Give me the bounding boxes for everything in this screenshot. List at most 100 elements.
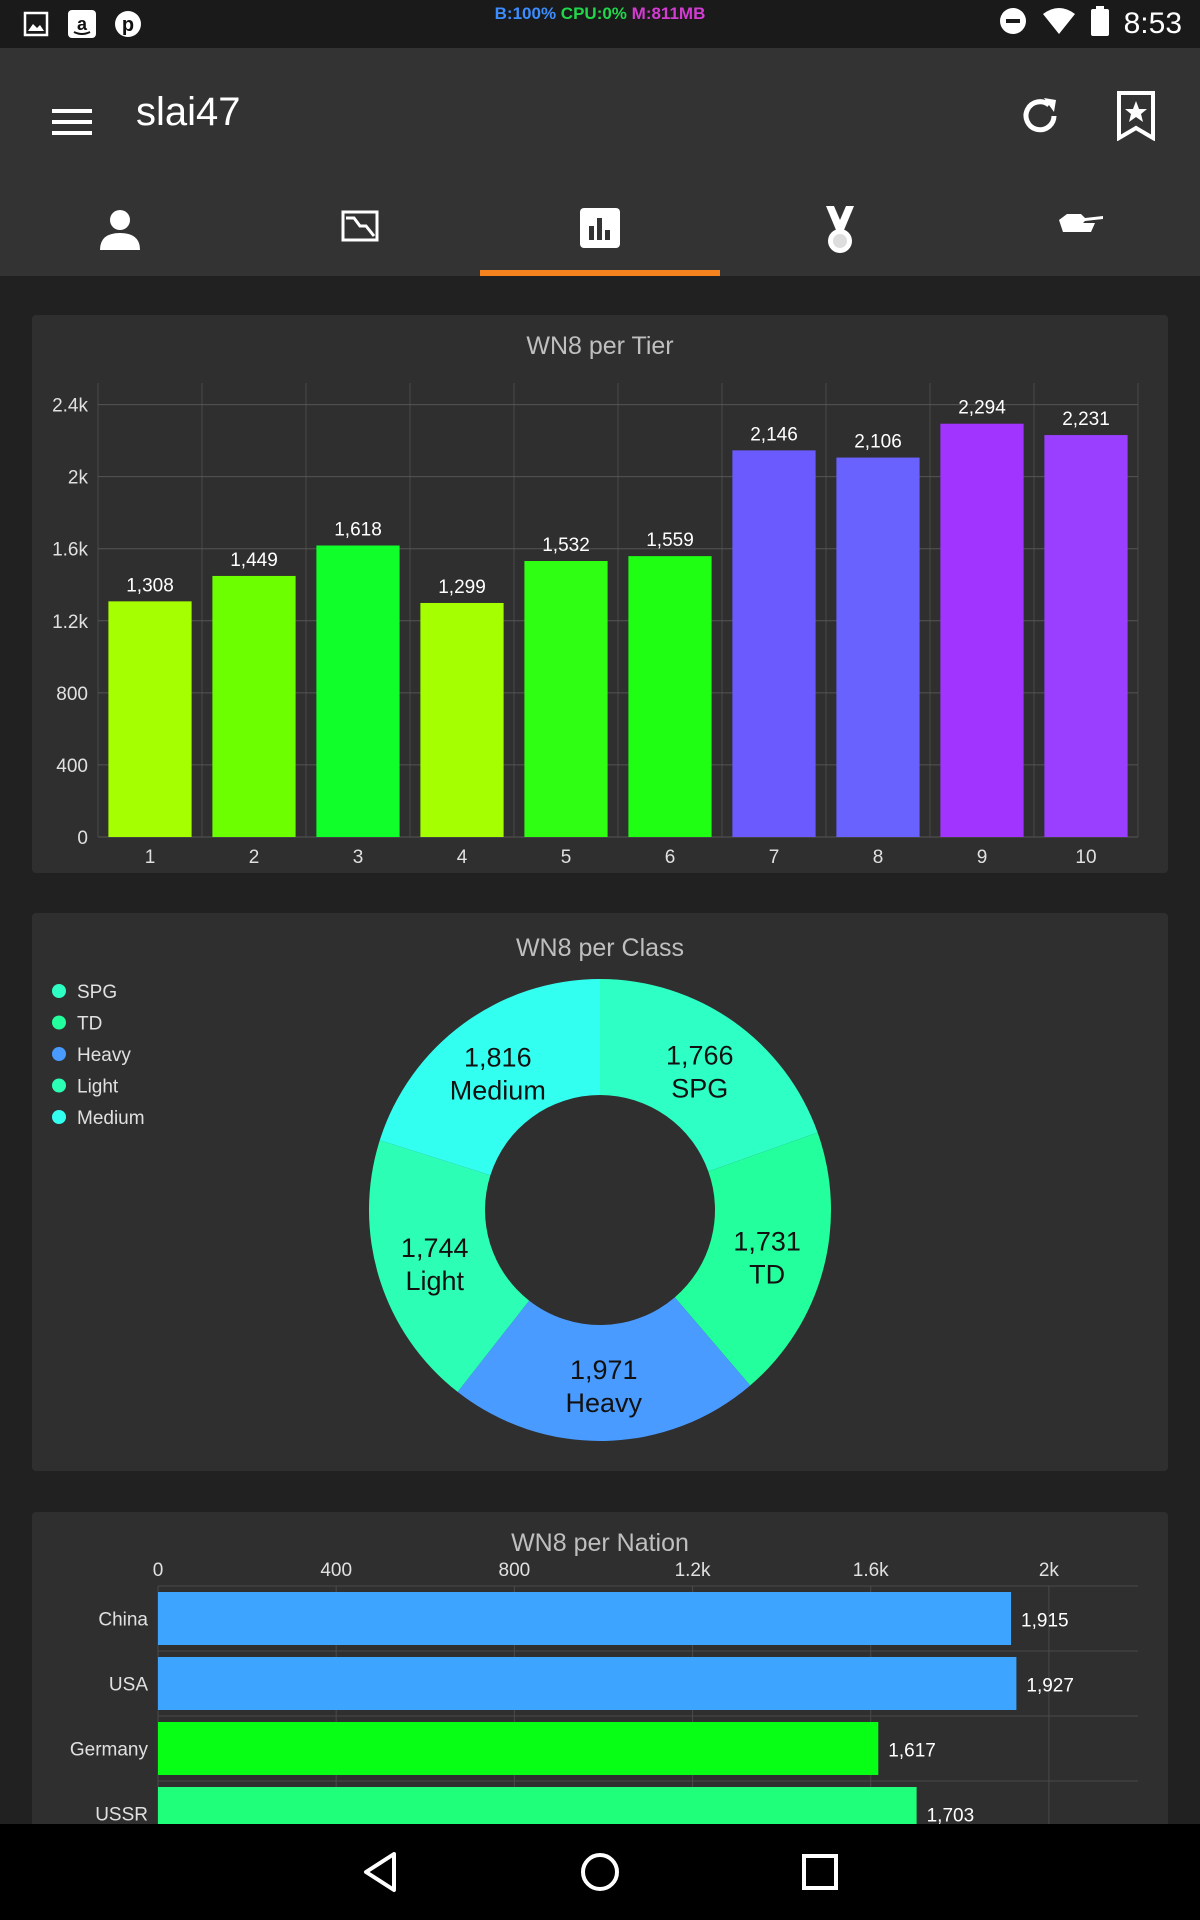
refresh-button[interactable]: [1010, 86, 1070, 146]
y-tick-label: USA: [109, 1675, 148, 1696]
tab-wn8-charts[interactable]: [480, 198, 720, 276]
bar-chart-icon: [580, 208, 620, 248]
profile-icon: [100, 210, 140, 250]
bookmark-button[interactable]: [1106, 86, 1166, 146]
legend-label: Light: [77, 1077, 119, 1098]
app-bar: slai47: [0, 48, 1200, 276]
memory-usage: M:811MB: [631, 4, 706, 23]
bar-tier-1: [108, 601, 192, 837]
bar-tier-10: [1044, 435, 1128, 837]
legend-label: Heavy: [77, 1045, 131, 1066]
x-tick-label: 9: [977, 847, 988, 868]
status-bar: a p B:100% CPU:0% M:811MB 8:53: [0, 0, 1200, 48]
bar-nation-usa: [158, 1657, 1017, 1710]
svg-text:p: p: [122, 14, 134, 36]
bookmark-star-icon: [1117, 91, 1155, 141]
x-tick-label: 400: [320, 1560, 352, 1581]
y-tick-label: USSR: [95, 1805, 148, 1825]
data-label: 1,532: [542, 535, 590, 556]
y-tick-label: 1.2k: [52, 612, 88, 633]
legend-label: SPG: [77, 982, 117, 1003]
wn8-per-class-chart: WN8 per Class SPG TD Heavy Light Medium 1,76…: [52, 934, 831, 1441]
data-label: 2,231: [1062, 409, 1110, 430]
recents-icon: [802, 1854, 838, 1890]
amazon-icon: a: [66, 8, 98, 40]
data-label: 1,308: [126, 575, 174, 596]
slice-td: [674, 1132, 831, 1386]
svg-text:a: a: [77, 14, 88, 34]
data-label: 2,294: [958, 398, 1006, 419]
x-tick-label: 6: [665, 847, 676, 868]
x-tick-label: 1.6k: [853, 1560, 889, 1581]
y-tick-label: 2k: [68, 468, 89, 489]
y-tick-label: 800: [56, 684, 88, 705]
y-tick-label: China: [98, 1610, 148, 1631]
bar-nation-china: [158, 1592, 1012, 1645]
wn8-per-nation-card: WN8 per Nation 0 400 800 1.2k 1.6k 2k China 1,9…: [32, 1512, 1168, 1824]
wn8-per-class-card: WN8 per Class SPG TD Heavy Light Medium 1,76…: [32, 913, 1168, 1471]
slice-name-label: Medium: [450, 1075, 546, 1105]
tab-bar: [0, 198, 1200, 276]
bar-tier-5: [524, 560, 608, 837]
data-label: 1,703: [927, 1806, 975, 1825]
legend-swatch: [52, 1078, 66, 1093]
slice-name-label: Heavy: [566, 1388, 643, 1418]
legend-swatch: [52, 984, 66, 998]
data-label: 1,449: [230, 550, 278, 571]
y-tick-label: Germany: [70, 1740, 149, 1761]
slice-value-label: 1,744: [401, 1233, 469, 1263]
bar-tier-2: [212, 575, 296, 837]
y-tick-label: 0: [77, 828, 88, 849]
y-tick-label: 2.4k: [52, 396, 88, 417]
bar-nation-ussr: [158, 1787, 917, 1824]
wifi-icon: [1042, 6, 1076, 41]
medal-icon: [826, 206, 854, 253]
data-label: 1,559: [646, 530, 694, 551]
home-button[interactable]: [570, 1842, 630, 1902]
bar-tier-3: [316, 545, 400, 837]
legend-swatch: [52, 1015, 66, 1030]
battery-usage: B:100%: [494, 4, 557, 23]
graph-icon: [341, 210, 379, 242]
data-label: 1,927: [1026, 1676, 1074, 1697]
bar-tier-6: [628, 556, 712, 837]
x-tick-label: 1: [145, 847, 156, 868]
legend-label: TD: [77, 1014, 102, 1035]
tab-profile[interactable]: [0, 198, 240, 276]
bar-nation-germany: [158, 1722, 879, 1775]
slice-value-label: 1,971: [570, 1355, 638, 1385]
x-tick-label: 1.2k: [675, 1560, 711, 1581]
tab-graph[interactable]: [240, 198, 480, 276]
recents-button[interactable]: [790, 1842, 850, 1902]
back-icon: [364, 1852, 396, 1892]
data-label: 2,146: [750, 424, 798, 445]
slice-value-label: 1,731: [733, 1227, 801, 1257]
data-label: 2,106: [854, 432, 902, 453]
legend-swatch: [52, 1047, 66, 1061]
data-label: 1,618: [334, 520, 382, 541]
chart-title: WN8 per Class: [516, 934, 684, 962]
x-tick-label: 10: [1075, 847, 1096, 868]
x-tick-label: 3: [353, 847, 364, 868]
menu-button[interactable]: [42, 92, 102, 152]
back-button[interactable]: [350, 1842, 410, 1902]
tab-medals[interactable]: [720, 198, 960, 276]
legend-label: Medium: [77, 1108, 145, 1129]
bar-tier-7: [732, 450, 816, 837]
x-tick-label: 7: [769, 847, 780, 868]
bar-tier-8: [836, 457, 920, 837]
x-tick-label: 0: [153, 1560, 164, 1581]
x-tick-label: 2k: [1039, 1560, 1060, 1581]
wn8-per-tier-card: WN8 per Tier 0 400 800 1.2k 1.6k 2k 2.4k 1,308 1…: [32, 315, 1168, 873]
cpu-usage: CPU:0%: [560, 4, 627, 23]
chart-title: WN8 per Nation: [511, 1529, 689, 1557]
image-icon: [20, 8, 52, 40]
slice-value-label: 1,816: [464, 1042, 532, 1072]
tank-icon: [1059, 214, 1103, 232]
page-title: slai47: [136, 90, 241, 134]
tab-tanks[interactable]: [960, 198, 1200, 276]
data-label: 1,617: [888, 1741, 936, 1762]
x-tick-label: 5: [561, 847, 572, 868]
dnd-icon: [998, 6, 1028, 41]
data-label: 1,299: [438, 577, 486, 598]
